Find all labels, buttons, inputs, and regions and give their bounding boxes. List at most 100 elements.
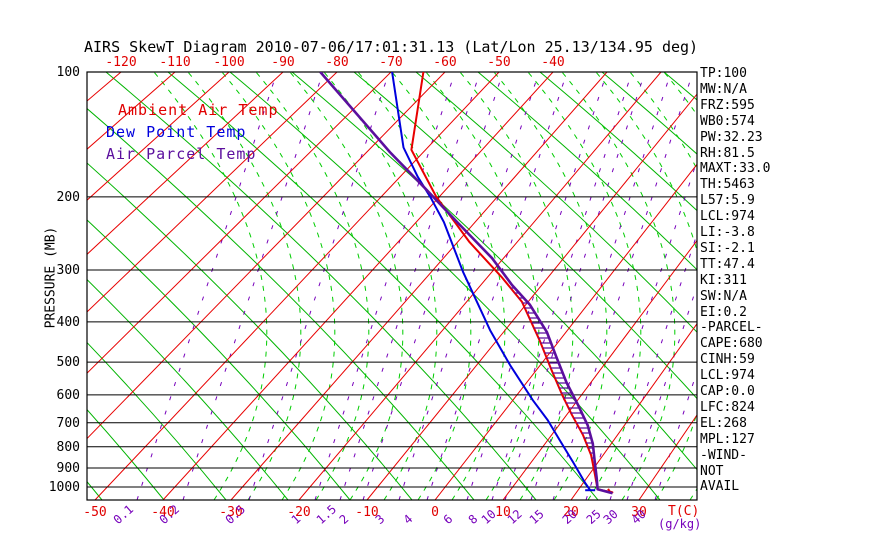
legend-ambient: Ambient Air Temp — [118, 101, 279, 119]
panel-line: MW:N/A — [700, 82, 747, 97]
isotherm-line — [87, 72, 122, 102]
panel-line: CAPE:680 — [700, 336, 763, 351]
panel-line: SI:-2.1 — [700, 241, 755, 256]
dry-adiabat-line — [87, 278, 289, 500]
isotherm-line — [230, 72, 608, 500]
dry-adiabat-line — [87, 162, 413, 500]
isotherm-line — [298, 72, 662, 500]
sounding-curves — [319, 72, 614, 495]
moist-adiabat-line — [595, 72, 697, 500]
panel-line: CAP:0.0 — [700, 384, 755, 399]
dry-adiabat-line — [415, 72, 697, 333]
dry-adiabat-line — [167, 72, 599, 500]
pressure-tick: 1000 — [48, 480, 80, 495]
mixing-ratio-line — [609, 232, 697, 500]
panel-line: LCL:974 — [700, 209, 755, 224]
isotherm-line — [162, 72, 554, 500]
moist-adiabat-line — [255, 72, 370, 500]
isotherm-line — [366, 93, 697, 500]
mixing-unit-label: (g/kg) — [658, 517, 702, 531]
isotherm-line — [0, 72, 13, 500]
page-title: AIRS SkewT Diagram 2010-07-06/17:01:31.1… — [84, 38, 699, 56]
bottom-temp-tick: -10 — [355, 505, 379, 520]
pressure-tick: 800 — [56, 440, 80, 455]
bottom-temp-tick: 0 — [431, 505, 439, 520]
dry-adiabat-line — [663, 72, 697, 101]
dry-adiabat-line — [0, 72, 40, 500]
top-temp-tick: -80 — [325, 55, 349, 70]
bottom-temp-tick: -50 — [83, 505, 107, 520]
panel-line: KI:311 — [700, 273, 747, 288]
panel-line: LI:-3.8 — [700, 225, 755, 240]
series-air-parcel-temp — [319, 72, 613, 495]
legend-parcel: Air Parcel Temp — [106, 145, 257, 163]
temp-unit-label: T(C) — [668, 504, 700, 519]
mixing-ratio-line — [248, 72, 390, 500]
panel-line: RH:81.5 — [700, 146, 755, 161]
pressure-tick: 100 — [56, 65, 80, 80]
isotherm-line — [87, 72, 446, 440]
panel-line: -WIND- — [700, 448, 747, 463]
mixing-ratio-line — [491, 72, 633, 500]
isotherm-line — [638, 414, 697, 500]
dry-adiabat-line — [87, 107, 475, 500]
panel-line: TH:5463 — [700, 177, 755, 192]
isotherm-line — [87, 72, 338, 313]
mixing-ratio-line — [552, 72, 694, 500]
isotherm-line — [570, 322, 697, 500]
bottom-temp-tick: -30 — [219, 505, 243, 520]
panel-line: TP:100 — [700, 66, 747, 81]
panel-line: EI:0.2 — [700, 305, 747, 320]
panel-line: SW:N/A — [700, 289, 747, 304]
panel-line: FRZ:595 — [700, 98, 755, 113]
top-temp-tick: -120 — [105, 55, 137, 70]
pressure-tick: 900 — [56, 461, 80, 476]
dry-adiabat-line — [87, 408, 165, 500]
isotherm-line — [94, 72, 500, 500]
moist-adiabat-line — [391, 72, 506, 500]
dry-adiabat-line — [229, 72, 661, 500]
isotherm-line — [87, 72, 230, 201]
dry-adiabat-line — [353, 72, 697, 400]
panel-line: MAXT:33.0 — [700, 161, 771, 176]
mixing-ratio-line — [182, 72, 324, 500]
panel-line: MPL:127 — [700, 432, 755, 447]
panel-line: EL:268 — [700, 416, 747, 431]
mixing-ratio-line — [426, 72, 568, 500]
moist-adiabat-line — [834, 72, 870, 500]
mixing-ratio-line — [339, 72, 481, 500]
panel-line: CINH:59 — [700, 352, 755, 367]
mixing-ratio-line — [585, 159, 697, 500]
panel-line: WB0:574 — [700, 114, 755, 129]
mixing-ratio-line — [530, 72, 672, 500]
plot-frame — [86, 71, 698, 501]
panel-line: LCL:974 — [700, 368, 755, 383]
grid-lines — [0, 72, 870, 500]
cape-hatch-area — [510, 287, 595, 459]
panel-line: TT:47.4 — [700, 257, 755, 272]
pressure-tick: 300 — [56, 263, 80, 278]
bottom-temp-tick: 20 — [563, 505, 579, 520]
series-dew-point-temp — [391, 72, 592, 491]
moist-adiabat-line — [289, 72, 404, 500]
top-temp-tick: -50 — [487, 55, 511, 70]
dry-adiabat-line — [601, 72, 697, 155]
top-temp-tick: -60 — [433, 55, 457, 70]
mixing-ratio-line — [466, 72, 608, 500]
dry-adiabat-line — [87, 219, 351, 500]
mixing-ratio-line — [136, 72, 278, 500]
isotherm-line — [434, 163, 697, 500]
top-temp-tick: -100 — [213, 55, 245, 70]
bottom-temp-tick: 30 — [631, 505, 647, 520]
panel-line: -PARCEL- — [700, 320, 763, 335]
panel-line: PW:32.23 — [700, 130, 763, 145]
pressure-tick: 200 — [56, 190, 80, 205]
isotherm-line — [87, 72, 284, 256]
top-temp-tick: -90 — [271, 55, 295, 70]
panel-line: NOT — [700, 464, 724, 479]
mixing-ratio-line — [504, 72, 646, 500]
moist-adiabat-line — [459, 72, 574, 500]
panel-line: LFC:824 — [700, 400, 755, 415]
